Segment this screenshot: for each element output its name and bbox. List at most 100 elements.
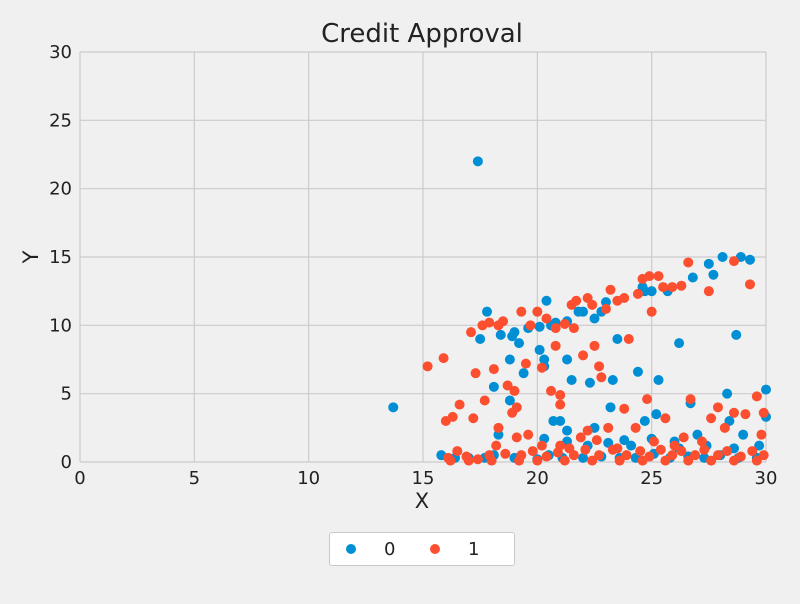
scatter-point-series-1 xyxy=(511,402,522,413)
scatter-point-series-1 xyxy=(605,284,616,295)
scatter-point-series-0 xyxy=(717,252,728,262)
scatter-point-series-1 xyxy=(536,362,547,373)
scatter-point-series-1 xyxy=(568,450,579,461)
scatter-point-series-0 xyxy=(534,344,545,355)
scatter-point-series-1 xyxy=(514,455,525,466)
scatter-point-series-0 xyxy=(754,440,765,451)
series-1 xyxy=(422,256,769,466)
scatter-point-series-0 xyxy=(472,156,483,167)
scatter-point-series-1 xyxy=(546,385,557,396)
legend-label-0: 0 xyxy=(384,538,396,560)
scatter-point-series-1 xyxy=(653,271,664,282)
scatter-point-series-1 xyxy=(676,446,687,457)
scatter-point-series-1 xyxy=(703,286,714,297)
scatter-point-series-1 xyxy=(422,361,433,372)
scatter-point-series-0 xyxy=(584,377,595,388)
y-tick-label: 0 xyxy=(61,452,72,473)
scatter-point-series-1 xyxy=(619,403,630,414)
scatter-point-series-1 xyxy=(751,455,762,466)
scatter-point-series-0 xyxy=(646,286,657,297)
scatter-point-series-1 xyxy=(580,444,591,455)
scatter-point-series-1 xyxy=(658,282,669,293)
scatter-point-series-1 xyxy=(756,429,767,440)
scatter-point-series-1 xyxy=(568,323,579,334)
scatter-point-series-0 xyxy=(562,354,573,365)
scatter-point-series-1 xyxy=(637,455,648,466)
scatter-point-series-1 xyxy=(472,454,483,465)
y-tick-label: 10 xyxy=(49,315,72,336)
scatter-point-series-1 xyxy=(468,413,479,424)
scatter-point-series-0 xyxy=(555,416,566,426)
scatter-point-series-1 xyxy=(648,436,659,447)
scatter-point-series-1 xyxy=(722,446,733,457)
scatter-point-series-1 xyxy=(447,411,458,422)
scatter-point-series-1 xyxy=(488,364,499,375)
y-tick-label: 5 xyxy=(61,384,72,405)
scatter-point-series-1 xyxy=(685,394,696,405)
scatter-point-series-1 xyxy=(699,444,710,455)
scatter-point-series-0 xyxy=(619,435,630,446)
scatter-point-series-1 xyxy=(728,407,739,418)
scatter-point-series-0 xyxy=(612,334,623,344)
scatter-point-series-1 xyxy=(463,455,474,466)
scatter-point-series-1 xyxy=(596,372,607,383)
tick-labels: 0 5 10 15 20 25 30 0 5 10 15 20 25 30 xyxy=(49,42,777,489)
scatter-point-series-1 xyxy=(559,318,570,329)
scatter-point-series-1 xyxy=(696,436,707,447)
scatter-point-series-1 xyxy=(511,432,522,443)
scatter-point-series-1 xyxy=(555,399,566,410)
scatter-point-series-0 xyxy=(475,334,486,344)
scatter-point-series-1 xyxy=(587,299,598,310)
scatter-point-series-1 xyxy=(445,455,456,466)
grid xyxy=(79,51,767,463)
scatter-point-series-1 xyxy=(607,444,618,455)
scatter-point-series-1 xyxy=(587,455,598,466)
scatter-point-series-1 xyxy=(644,271,655,282)
y-tick-label: 25 xyxy=(49,110,72,131)
scatter-point-series-1 xyxy=(479,395,490,406)
scatter-point-series-1 xyxy=(509,385,520,396)
scatter-point-series-0 xyxy=(722,388,733,399)
scatter-point-series-1 xyxy=(683,257,694,268)
scatter-point-series-0 xyxy=(518,368,529,379)
scatter-point-series-1 xyxy=(454,399,465,410)
scatter-point-series-0 xyxy=(632,366,643,377)
scatter-point-series-1 xyxy=(594,361,605,372)
scatter-point-series-0 xyxy=(589,313,600,324)
x-tick-label: 20 xyxy=(526,468,549,489)
scatter-point-series-1 xyxy=(740,409,751,420)
scatter-point-series-1 xyxy=(493,422,504,433)
scatter-point-series-1 xyxy=(667,450,678,461)
scatter-point-series-1 xyxy=(470,368,481,379)
scatter-point-series-0 xyxy=(607,375,618,385)
x-tick-label: 10 xyxy=(297,468,320,489)
y-tick-label: 30 xyxy=(49,42,72,63)
scatter-point-series-1 xyxy=(642,394,653,405)
scatter-point-series-1 xyxy=(594,450,605,461)
scatter-point-series-0 xyxy=(514,338,525,349)
scatter-point-series-0 xyxy=(539,354,550,365)
scatter-point-series-1 xyxy=(706,455,717,466)
data-points xyxy=(388,156,771,466)
scatter-point-series-1 xyxy=(621,450,632,461)
scatter-point-series-1 xyxy=(500,448,511,459)
scatter-point-series-1 xyxy=(758,407,769,418)
scatter-point-series-1 xyxy=(491,440,502,451)
legend-entry-1: 1 xyxy=(430,539,514,560)
scatter-point-series-1 xyxy=(712,450,723,461)
scatter-point-series-1 xyxy=(532,455,543,466)
scatter-point-series-0 xyxy=(504,395,515,406)
x-tick-label: 25 xyxy=(640,468,663,489)
scatter-point-series-0 xyxy=(495,329,506,340)
x-tick-label: 0 xyxy=(74,468,85,489)
scatter-point-series-1 xyxy=(523,429,534,440)
scatter-point-series-0 xyxy=(578,452,589,463)
scatter-point-series-1 xyxy=(582,425,593,436)
x-tick-label: 15 xyxy=(412,468,435,489)
scatter-point-series-1 xyxy=(635,446,646,457)
scatter-point-series-1 xyxy=(646,306,657,317)
scatter-point-series-0 xyxy=(651,409,662,420)
scatter-point-series-0 xyxy=(708,269,719,280)
scatter-point-series-1 xyxy=(571,295,582,306)
